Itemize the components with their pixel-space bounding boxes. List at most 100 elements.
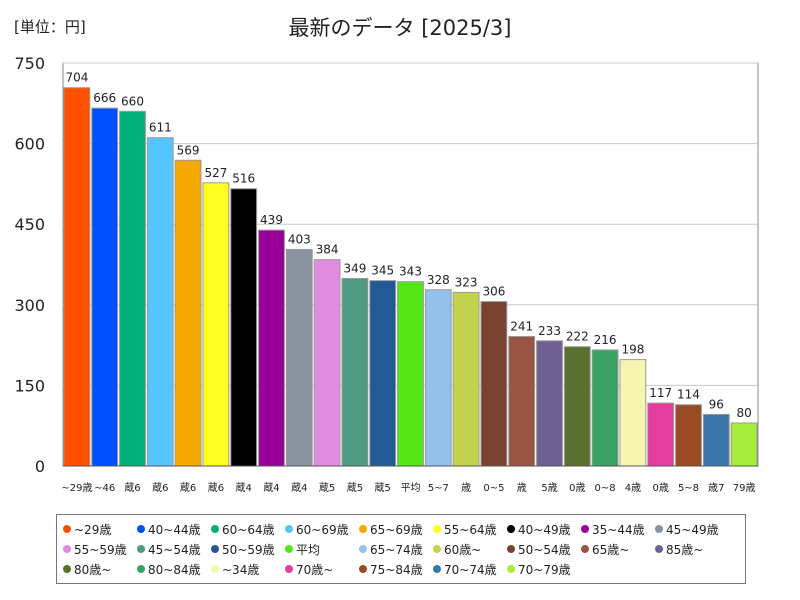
data-label: 345 bbox=[371, 264, 394, 278]
legend-item: 平均 bbox=[285, 539, 359, 559]
legend-item: 60~69歳 bbox=[285, 519, 359, 539]
data-label: 216 bbox=[594, 333, 617, 347]
legend-item: ~34歳 bbox=[211, 559, 285, 579]
legend-label: 65~69歳 bbox=[370, 522, 423, 537]
x-tick-label: 0歳 bbox=[653, 482, 669, 494]
data-label: 384 bbox=[316, 243, 339, 257]
bar bbox=[702, 413, 730, 467]
legend-item: 65~74歳 bbox=[359, 539, 433, 559]
legend-item: 65歳~ bbox=[581, 539, 655, 559]
legend-dot-icon bbox=[359, 525, 367, 533]
legend-dot-icon bbox=[359, 545, 367, 553]
legend-dot-icon bbox=[285, 525, 293, 533]
legend-label: 70~79歳 bbox=[518, 562, 571, 577]
bar bbox=[452, 291, 480, 467]
bar bbox=[313, 259, 341, 467]
legend-label: 45~49歳 bbox=[666, 522, 719, 537]
legend-label: 85歳~ bbox=[666, 542, 704, 557]
legend-label: 50~54歳 bbox=[518, 542, 571, 557]
y-tick-label: 0 bbox=[35, 457, 45, 476]
legend-item: 60~64歳 bbox=[211, 519, 285, 539]
x-tick-label: 蔵5 bbox=[347, 481, 363, 494]
legend-label: 40~44歳 bbox=[148, 522, 201, 537]
legend-dot-icon bbox=[507, 525, 515, 533]
data-label: 403 bbox=[288, 232, 311, 246]
y-tick-label: 750 bbox=[14, 54, 45, 73]
bar bbox=[63, 87, 91, 467]
legend-item: 80~84歳 bbox=[137, 559, 211, 579]
chart-legend: ~29歳 40~44歳 60~64歳 60~69歳 65~69歳 55~64歳 40~49歳… bbox=[56, 514, 746, 584]
legend-dot-icon bbox=[433, 525, 441, 533]
x-tick-label: 4歳 bbox=[625, 482, 641, 494]
legend-dot-icon bbox=[63, 545, 71, 553]
x-tick-label: 79歳 bbox=[733, 482, 756, 494]
legend-dot-icon bbox=[433, 545, 441, 553]
data-label: 527 bbox=[204, 166, 227, 180]
legend-label: 55~59歳 bbox=[74, 542, 127, 557]
legend-item: 40~49歳 bbox=[507, 519, 581, 539]
x-tick-label: 歳 bbox=[517, 482, 527, 494]
legend-dot-icon bbox=[137, 565, 145, 573]
bar bbox=[619, 359, 647, 467]
bar bbox=[285, 248, 313, 467]
legend-item: 50~59歳 bbox=[211, 539, 285, 559]
data-label: 349 bbox=[343, 261, 366, 275]
bar bbox=[369, 280, 397, 467]
legend-dot-icon bbox=[285, 545, 293, 553]
legend-item: 45~54歳 bbox=[137, 539, 211, 559]
bar bbox=[563, 346, 591, 467]
legend-dot-icon bbox=[63, 565, 71, 573]
legend-dot-icon bbox=[581, 525, 589, 533]
data-label: 666 bbox=[93, 91, 116, 105]
legend-label: 60~69歳 bbox=[296, 522, 349, 537]
data-label: 114 bbox=[677, 388, 700, 402]
data-label: 660 bbox=[121, 94, 144, 108]
x-tick-label: 蔵6 bbox=[180, 481, 196, 494]
legend-label: 40~49歳 bbox=[518, 522, 571, 537]
y-tick-label: 600 bbox=[14, 135, 45, 154]
x-tick-label: 蔵5 bbox=[319, 481, 335, 494]
legend-dot-icon bbox=[285, 565, 293, 573]
legend-label: 80~84歳 bbox=[148, 562, 201, 577]
data-label: 611 bbox=[149, 121, 172, 135]
legend-item: 35~44歳 bbox=[581, 519, 655, 539]
legend-label: 55~64歳 bbox=[444, 522, 497, 537]
data-label: 328 bbox=[427, 273, 450, 287]
bar bbox=[591, 349, 619, 467]
bar bbox=[202, 182, 230, 467]
legend-item: 55~64歳 bbox=[433, 519, 507, 539]
legend-item: 40~44歳 bbox=[137, 519, 211, 539]
data-label: 233 bbox=[538, 324, 561, 338]
legend-dot-icon bbox=[581, 545, 589, 553]
legend-item: 70歳~ bbox=[285, 559, 359, 579]
legend-dot-icon bbox=[655, 545, 663, 553]
data-label: 439 bbox=[260, 213, 283, 227]
legend-label: ~34歳 bbox=[222, 562, 260, 577]
legend-dot-icon bbox=[359, 565, 367, 573]
bar bbox=[480, 301, 508, 467]
data-label: 198 bbox=[621, 343, 644, 357]
legend-dot-icon bbox=[507, 545, 515, 553]
legend-item: 75~84歳 bbox=[359, 559, 433, 579]
x-tick-label: 5~7 bbox=[428, 483, 449, 494]
y-tick-label: 450 bbox=[14, 215, 45, 234]
legend-dot-icon bbox=[211, 565, 219, 573]
x-tick-label: 蔵6 bbox=[124, 481, 140, 494]
x-tick-label: 0歳 bbox=[569, 482, 585, 494]
data-label: 96 bbox=[709, 397, 724, 411]
data-label: 569 bbox=[177, 143, 200, 157]
bar bbox=[536, 340, 563, 467]
x-tick-label: 歳7 bbox=[708, 482, 724, 494]
legend-dot-icon bbox=[507, 565, 515, 573]
legend-dot-icon bbox=[211, 525, 219, 533]
legend-item: 50~54歳 bbox=[507, 539, 581, 559]
y-tick-label: 300 bbox=[14, 296, 45, 315]
legend-label: 60歳~ bbox=[444, 542, 482, 557]
bar bbox=[230, 188, 258, 467]
legend-item: 60歳~ bbox=[433, 539, 507, 559]
legend-label: 80歳~ bbox=[74, 562, 112, 577]
bar bbox=[91, 107, 119, 467]
x-tick-label: ~29歳 bbox=[61, 482, 92, 494]
x-tick-label: 蔵6 bbox=[208, 481, 224, 494]
legend-dot-icon bbox=[63, 525, 71, 533]
